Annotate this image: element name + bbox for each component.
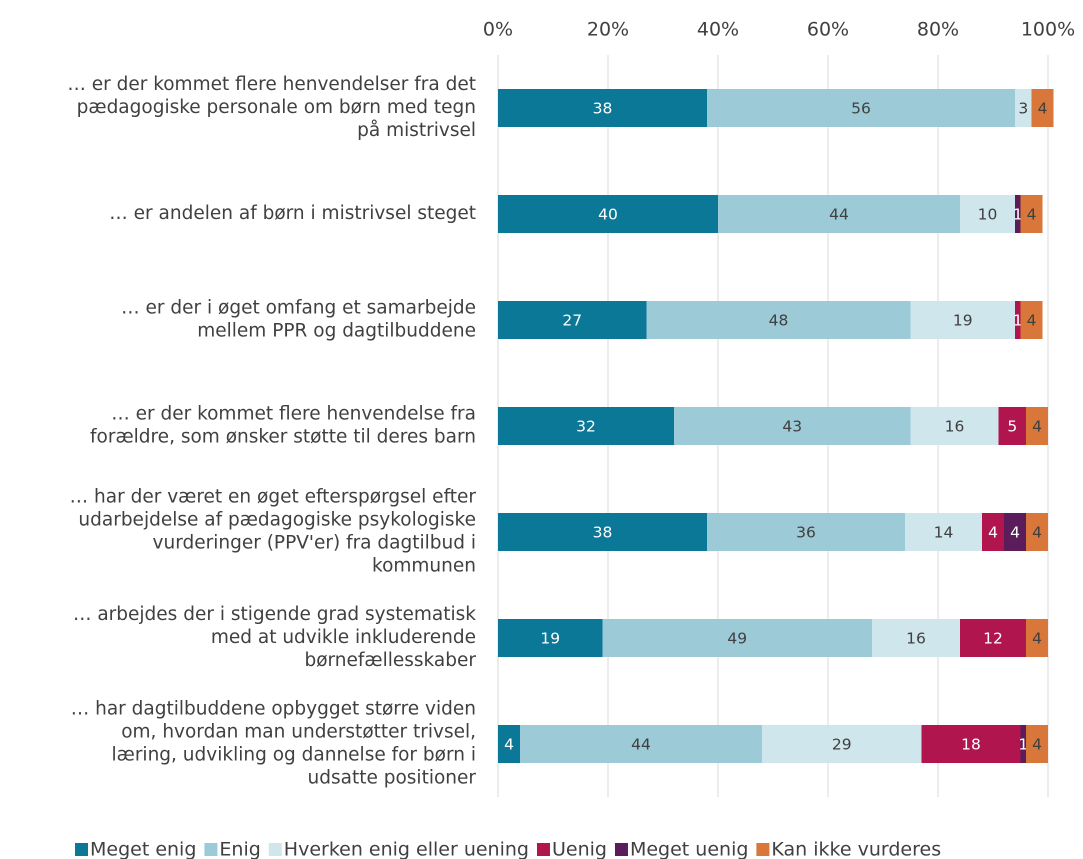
legend-swatch xyxy=(614,843,628,856)
data-label: 36 xyxy=(796,524,816,542)
data-label: 4 xyxy=(504,736,514,754)
bar-segment xyxy=(1026,619,1048,657)
data-label: 14 xyxy=(934,524,954,542)
category-label: … er der kommet flere henvendelser fra d… xyxy=(67,74,476,141)
category-label: … er der kommet flere henvendelse fra for… xyxy=(90,404,476,448)
data-label: 48 xyxy=(769,312,789,330)
bar-segment xyxy=(1031,89,1054,127)
data-label: 19 xyxy=(953,312,973,330)
x-tick-label: 0% xyxy=(483,19,513,41)
data-label: 4 xyxy=(1027,312,1037,330)
legend-swatch xyxy=(75,843,88,856)
bar-segment xyxy=(674,407,911,445)
bar-segment xyxy=(707,89,1015,127)
data-label: 3 xyxy=(1018,100,1028,118)
data-label: 4 xyxy=(1027,206,1037,224)
legend-label: Meget uenig xyxy=(630,839,748,859)
bar-segment xyxy=(498,195,718,233)
data-label: 10 xyxy=(978,206,998,224)
bar-segment xyxy=(1026,725,1048,763)
legend-label: Uenig xyxy=(552,839,607,859)
legend-label: Enig xyxy=(219,839,260,859)
legend-swatch xyxy=(204,843,218,856)
data-label: 44 xyxy=(631,736,651,754)
data-label: 4 xyxy=(1038,100,1048,118)
x-tick-label: 40% xyxy=(697,19,739,41)
data-label: 40 xyxy=(598,206,618,224)
x-tick-label: 60% xyxy=(807,19,849,41)
bar-segment xyxy=(762,725,922,763)
bar-segment xyxy=(910,407,999,445)
legend-swatch xyxy=(756,843,770,856)
bar-segment xyxy=(960,195,1015,233)
bar-segment xyxy=(707,513,905,551)
data-label: 1 xyxy=(1018,736,1028,754)
x-tick-label: 100% xyxy=(1021,19,1075,41)
data-label: 4 xyxy=(988,524,998,542)
bar-segment xyxy=(1015,89,1032,127)
bar-segment xyxy=(646,301,911,339)
data-label: 4 xyxy=(1032,736,1042,754)
bar-segment xyxy=(498,407,674,445)
legend-label: Meget enig xyxy=(90,839,196,859)
data-label: 18 xyxy=(961,736,981,754)
data-label: 4 xyxy=(1010,524,1020,542)
data-label: 56 xyxy=(851,100,871,118)
category-label: … har der været en øget efterspørgsel ef… xyxy=(70,487,477,577)
bar-segment xyxy=(498,513,707,551)
bar-segment xyxy=(1015,301,1021,339)
bar-segment xyxy=(498,89,707,127)
data-label: 49 xyxy=(727,630,747,648)
data-label: 27 xyxy=(562,312,582,330)
bar-segment xyxy=(921,725,1021,763)
bar-segment xyxy=(960,619,1026,657)
bar-segment xyxy=(520,725,762,763)
data-label: 32 xyxy=(576,418,596,436)
data-label: 29 xyxy=(832,736,852,754)
bar-segment xyxy=(1004,513,1026,551)
legend-swatch xyxy=(268,843,282,856)
bar-segment xyxy=(982,513,1004,551)
data-label: 43 xyxy=(782,418,802,436)
bar-segment xyxy=(498,619,603,657)
data-label: 5 xyxy=(1007,418,1017,436)
bar-segment xyxy=(1026,407,1048,445)
category-label: … er andelen af børn i mistrivsel steget xyxy=(109,203,476,224)
x-tick-label: 20% xyxy=(587,19,629,41)
bar-segment xyxy=(498,301,647,339)
bar-segment xyxy=(1026,513,1048,551)
bar-segment xyxy=(905,513,982,551)
data-label: 1 xyxy=(1013,312,1023,330)
bar-segment xyxy=(1020,195,1043,233)
data-label: 4 xyxy=(1032,418,1042,436)
data-label: 38 xyxy=(593,524,613,542)
legend-label: Hverken enig eller uening xyxy=(284,839,529,859)
data-label: 16 xyxy=(906,630,926,648)
bar-segment xyxy=(498,725,520,763)
category-label: … er der i øget omfang et samarbejde mell… xyxy=(121,298,476,342)
data-label: 44 xyxy=(829,206,849,224)
bar-segment xyxy=(1020,301,1043,339)
data-label: 19 xyxy=(540,630,560,648)
legend-label: Kan ikke vurderes xyxy=(771,839,941,859)
data-label: 12 xyxy=(983,630,1003,648)
bar-segment xyxy=(998,407,1026,445)
data-label: 1 xyxy=(1013,206,1023,224)
bar-segment xyxy=(602,619,872,657)
category-label: … arbejdes der i stigende grad systemati… xyxy=(73,604,476,671)
bar-segment xyxy=(718,195,960,233)
legend-swatch xyxy=(536,843,550,856)
data-label: 16 xyxy=(945,418,965,436)
data-label: 4 xyxy=(1032,630,1042,648)
data-label: 38 xyxy=(593,100,613,118)
bar-segment xyxy=(1020,725,1026,763)
x-tick-label: 80% xyxy=(917,19,959,41)
bar-segment xyxy=(910,301,1015,339)
bar-segment xyxy=(872,619,960,657)
category-label: … har dagtilbuddene opbygget større vide… xyxy=(71,699,477,789)
data-label: 4 xyxy=(1032,524,1042,542)
bar-segment xyxy=(1015,195,1021,233)
